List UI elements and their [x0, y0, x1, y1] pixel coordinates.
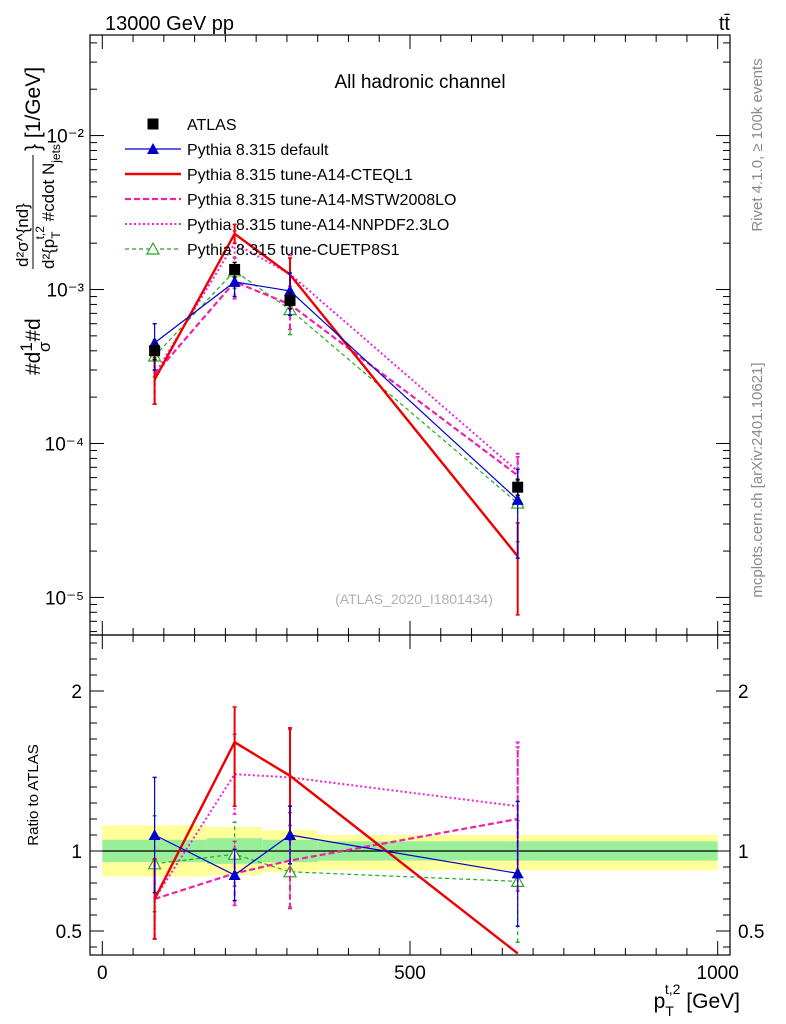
ratio-series-1-line	[153, 740, 519, 955]
ratio-series-2-line	[154, 817, 518, 901]
main-series-3-line	[153, 280, 519, 477]
legend-marker	[147, 143, 159, 154]
legend-entry-5: Pythia 8.315 tune-CUETP8S1	[125, 241, 400, 259]
ratio-series-0-marker	[511, 867, 524, 879]
legend-entry-2: Pythia 8.315 tune-A14-CTEQL1	[125, 167, 413, 184]
ylabel-denominator: d²{p	[39, 239, 58, 269]
legend-entry-0: ATLAS	[147, 117, 237, 134]
analysis-id: (ATLAS_2020_I1801434)	[335, 591, 493, 607]
ratio-y-tick-label-right: 0.5	[738, 922, 764, 943]
ylabel-units: } [1/GeV]	[22, 67, 45, 151]
main-y-axis-label: #d1σ#d d²σ^{nd} d²{pTt,2 #cdot Njets } […	[13, 67, 63, 375]
ratio-series-0-marker	[228, 869, 241, 880]
ratio-x-tick-label: 1000	[697, 963, 739, 984]
ratio-y-tick-label-right: 2	[738, 682, 749, 703]
svg-text:#d1σ#d: #d1σ#d	[17, 318, 54, 375]
ratio-y-ticks: 0.5 0.5 1 1 2 2	[56, 642, 764, 948]
main-series-1-line	[154, 281, 519, 501]
ylabel-d2: #d	[22, 318, 45, 341]
legend-entry-4: Pythia 8.315 tune-A14-NNPDF2.3LO	[125, 217, 449, 234]
main-series-5-line	[154, 270, 519, 504]
legend-entry-3: Pythia 8.315 tune-A14-MSTW2008LO	[125, 192, 456, 209]
chart-title: All hadronic channel	[334, 72, 505, 93]
legend-marker	[147, 118, 159, 130]
ratio-frame	[89, 634, 731, 956]
main-y-tick-label: 10⁻⁴	[45, 434, 84, 455]
ratio-series-group	[147, 706, 525, 955]
main-series-0-marker	[512, 481, 524, 493]
main-panel: 10⁻² 10⁻³ 10⁻⁴ 10⁻⁵ All hadronic channel (A…	[13, 34, 731, 636]
legend-label: Pythia 8.315 tune-A14-NNPDF2.3LO	[187, 217, 449, 234]
main-series-1-marker	[284, 284, 296, 296]
legend-label: ATLAS	[187, 117, 237, 134]
ratio-series-4-line	[154, 853, 518, 882]
ylabel-one: 1	[17, 342, 36, 351]
main-series-4-line	[153, 241, 519, 472]
main-frame	[89, 34, 731, 636]
ratio-y-axis-label: Ratio to ATLAS	[25, 744, 42, 845]
ratio-x-ticks: 0 500 1000	[97, 635, 739, 984]
ylabel-cdot: #cdot N	[39, 163, 58, 226]
main-series-1-marker	[511, 493, 524, 505]
ratio-y-tick-label-right: 1	[738, 842, 749, 863]
process-label: tt̄	[719, 13, 731, 35]
ratio-series-0-marker	[284, 829, 296, 840]
ylabel-d1: #d	[22, 352, 45, 375]
x-axis-label: pTt,2 [GeV]	[654, 981, 740, 1019]
main-marks	[147, 223, 525, 616]
ratio-x-tick-label: 0	[97, 963, 108, 984]
legend-marker	[145, 241, 161, 255]
ylabel-sup-t2: t,2	[33, 226, 47, 240]
main-y-tick-label: 10⁻³	[47, 281, 85, 302]
main-series-0-marker	[149, 345, 161, 357]
main-y-tick-label: 10⁻⁵	[45, 588, 84, 609]
ratio-series-0-line	[154, 834, 518, 876]
legend: ATLAS Pythia 8.315 default Pythia 8.315 tu…	[125, 117, 456, 259]
ratio-y-tick-label-left: 0.5	[56, 922, 82, 943]
ylabel-sub-jets: jets	[49, 144, 63, 164]
main-series-0-marker	[284, 294, 296, 306]
main-y-ticks: 10⁻² 10⁻³ 10⁻⁴ 10⁻⁵	[45, 42, 730, 633]
main-y-tick-label: 10⁻²	[47, 127, 85, 148]
ylabel-sigma: σ	[35, 341, 54, 352]
rivet-label: Rivet 4.1.0, ≥ 100k events	[749, 58, 766, 231]
ratio-x-tick-label: 500	[394, 963, 426, 984]
ratio-y-tick-label-left: 2	[71, 682, 82, 703]
legend-label: Pythia 8.315 tune-A14-MSTW2008LO	[187, 192, 456, 209]
main-series-1-marker	[228, 275, 241, 287]
ratio-series-3-line	[153, 773, 518, 900]
ratio-y-tick-label-left: 1	[71, 842, 82, 863]
ylabel-sub-t: T	[49, 231, 63, 239]
main-x-ticks	[101, 35, 719, 635]
ratio-marks	[147, 706, 525, 955]
main-series-0-marker	[229, 263, 241, 275]
legend-label: Pythia 8.315 default	[187, 142, 329, 159]
legend-label: Pythia 8.315 tune-CUETP8S1	[187, 242, 400, 259]
legend-label: Pythia 8.315 tune-A14-CTEQL1	[187, 167, 413, 184]
main-series-2-line	[153, 232, 519, 558]
ratio-panel: 0.5 0.5 1 1 2 2 0 500 1000 Ratio to ATLAS	[25, 634, 764, 984]
legend-entry-1: Pythia 8.315 default	[125, 142, 329, 159]
ratio-series-0-marker	[148, 829, 161, 840]
energy-label: 13000 GeV pp	[105, 13, 234, 35]
mcplots-label: mcplots.cern.ch [arXiv:2401.10621]	[749, 362, 766, 597]
ylabel-numerator: d²σ^{nd}	[13, 203, 32, 267]
svg-text:d²{pTt,2 #cdot Njets: d²{pTt,2 #cdot Njets	[33, 144, 63, 269]
